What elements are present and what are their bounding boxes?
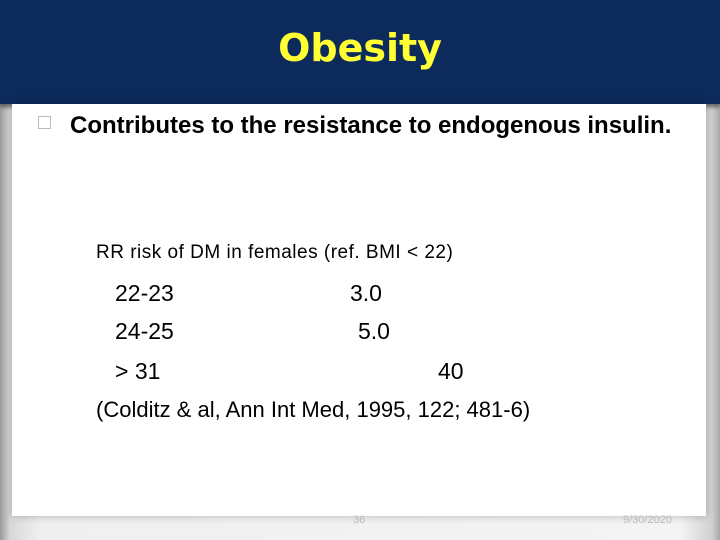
bullet-mark <box>38 116 51 129</box>
relative-risk: 5.0 <box>358 318 390 344</box>
bmi-range: 24-25 <box>115 318 174 344</box>
subheading: RR risk of DM in females (ref. BMI < 22) <box>96 242 454 263</box>
relative-risk: 40 <box>438 358 464 384</box>
relative-risk: 3.0 <box>350 280 382 306</box>
page-number: 36 <box>353 514 366 526</box>
bmi-range: 22-23 <box>115 280 174 306</box>
content-panel <box>12 104 706 516</box>
citation: (Colditz & al, Ann Int Med, 1995, 122; 4… <box>96 397 531 422</box>
bmi-range: > 31 <box>115 358 161 384</box>
header-band: Obesity <box>0 0 720 104</box>
slide-title: Obesity <box>278 26 442 70</box>
bullet-text: Contributes to the resistance to endogen… <box>70 112 672 139</box>
date: 9/30/2020 <box>623 514 672 526</box>
